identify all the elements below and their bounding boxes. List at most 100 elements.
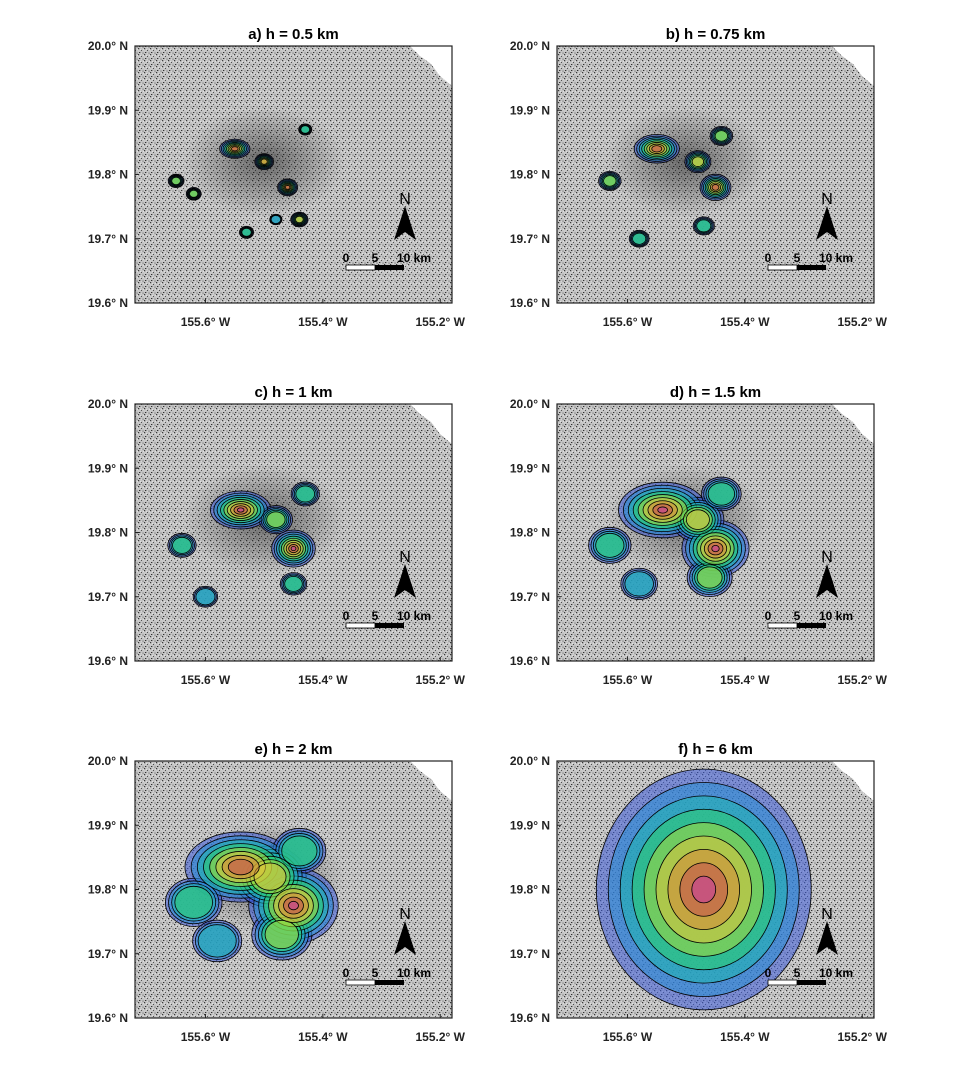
panel-title: a) h = 0.5 km bbox=[248, 26, 338, 43]
contour-level-3 bbox=[270, 215, 282, 224]
scale-label: 5 bbox=[372, 966, 379, 980]
contour-level-5 bbox=[266, 511, 286, 528]
x-tick-label: 155.4° W bbox=[298, 315, 348, 329]
contour-level-4 bbox=[295, 485, 316, 503]
contour-level-9 bbox=[288, 900, 299, 911]
scale-label: 5 bbox=[794, 609, 801, 623]
y-tick-label: 19.7° N bbox=[88, 590, 128, 604]
y-tick-label: 19.8° N bbox=[510, 883, 550, 897]
density-contours bbox=[167, 481, 320, 608]
y-tick-label: 20.0° N bbox=[88, 754, 128, 768]
ocean bbox=[832, 46, 874, 86]
y-tick-label: 19.8° N bbox=[88, 168, 128, 182]
panel-3: c) h = 1 km 155.6° W 155.4° W 155.2° W 19.6°… bbox=[88, 384, 466, 687]
scale-bar: 0 5 10 km bbox=[343, 609, 431, 629]
north-label: N bbox=[399, 549, 411, 566]
panel-title: f) h = 6 km bbox=[678, 741, 753, 758]
scale-bar: 0 5 10 km bbox=[343, 966, 431, 986]
x-tick-label: 155.4° W bbox=[298, 1030, 348, 1044]
y-tick-label: 20.0° N bbox=[88, 397, 128, 411]
scale-segment-black bbox=[375, 980, 404, 985]
x-tick-label: 155.6° W bbox=[603, 1030, 653, 1044]
contour-level-8 bbox=[227, 858, 254, 876]
north-label: N bbox=[399, 191, 411, 208]
y-tick-label: 20.0° N bbox=[510, 397, 550, 411]
y-tick-label: 19.6° N bbox=[88, 296, 128, 310]
ocean bbox=[410, 761, 452, 801]
x-tick-label: 155.6° W bbox=[603, 315, 653, 329]
x-tick-label: 155.6° W bbox=[181, 315, 231, 329]
north-arrow: N bbox=[816, 549, 838, 598]
y-tick-label: 19.9° N bbox=[88, 103, 128, 117]
ocean bbox=[410, 46, 452, 86]
contour-level-4 bbox=[632, 232, 647, 245]
contour-level-8 bbox=[651, 145, 663, 153]
contour-level-6 bbox=[295, 215, 304, 224]
panel-1: a) h = 0.5 km 155.6° W 155.4° W 155.2° W 19.… bbox=[88, 26, 466, 329]
map-area bbox=[135, 46, 452, 303]
x-tick-label: 155.4° W bbox=[720, 1030, 770, 1044]
scale-segment-black bbox=[375, 623, 404, 628]
contour-level-4 bbox=[595, 532, 625, 558]
x-tick-label: 155.2° W bbox=[838, 315, 888, 329]
y-tick-label: 19.6° N bbox=[510, 1011, 550, 1025]
scale-segment-black bbox=[797, 980, 826, 985]
contour-level-8 bbox=[231, 146, 239, 152]
density-contours bbox=[164, 828, 339, 963]
contour-level-9 bbox=[657, 506, 668, 514]
y-tick-label: 19.7° N bbox=[88, 947, 128, 961]
north-arrow-icon bbox=[394, 564, 416, 598]
panel-5: e) h = 2 km 155.6° W 155.4° W 155.2° W 19.6°… bbox=[88, 741, 466, 1044]
scale-segment-white bbox=[345, 622, 376, 629]
panel-title: c) h = 1 km bbox=[255, 384, 333, 401]
scale-label: 10 km bbox=[397, 966, 431, 980]
north-arrow-icon bbox=[816, 206, 838, 240]
contour-level-6 bbox=[691, 156, 705, 167]
contour-level-5 bbox=[714, 130, 729, 142]
panel-title: e) h = 2 km bbox=[255, 741, 333, 758]
scale-segment-black bbox=[797, 265, 826, 270]
panel-title: d) h = 1.5 km bbox=[670, 384, 761, 401]
contour-level-3 bbox=[197, 924, 237, 958]
contour-level-9 bbox=[236, 507, 245, 513]
contour-level-4 bbox=[172, 536, 192, 554]
y-tick-label: 19.8° N bbox=[88, 883, 128, 897]
map-area bbox=[557, 761, 874, 1018]
scale-segment-black bbox=[797, 623, 826, 628]
north-arrow-icon bbox=[816, 921, 838, 955]
y-tick-label: 19.6° N bbox=[88, 654, 128, 668]
y-tick-label: 19.7° N bbox=[88, 232, 128, 246]
scale-label: 0 bbox=[343, 966, 350, 980]
scale-label: 5 bbox=[794, 966, 801, 980]
x-tick-label: 155.2° W bbox=[838, 1030, 888, 1044]
scale-label: 0 bbox=[765, 251, 772, 265]
x-tick-label: 155.2° W bbox=[416, 1030, 466, 1044]
scale-segment-white bbox=[767, 264, 798, 271]
north-arrow: N bbox=[816, 191, 838, 240]
scale-label: 10 km bbox=[819, 966, 853, 980]
y-tick-label: 20.0° N bbox=[88, 39, 128, 53]
contour-level-8 bbox=[285, 185, 291, 190]
north-arrow-icon bbox=[816, 564, 838, 598]
contour-level-5 bbox=[603, 175, 617, 187]
contour-level-3 bbox=[195, 588, 216, 606]
y-tick-label: 19.9° N bbox=[510, 103, 550, 117]
y-tick-label: 19.6° N bbox=[88, 1011, 128, 1025]
y-tick-label: 19.7° N bbox=[510, 232, 550, 246]
x-tick-label: 155.6° W bbox=[181, 673, 231, 687]
north-label: N bbox=[821, 549, 833, 566]
y-tick-label: 19.9° N bbox=[88, 461, 128, 475]
scale-label: 0 bbox=[343, 251, 350, 265]
map-area bbox=[135, 761, 452, 1018]
contour-level-3 bbox=[624, 571, 654, 597]
density-contours bbox=[598, 125, 734, 248]
scale-label: 10 km bbox=[819, 609, 853, 623]
panel-4: d) h = 1.5 km 155.6° W 155.4° W 155.2° W 19.… bbox=[510, 384, 888, 687]
panel-title: b) h = 0.75 km bbox=[666, 26, 766, 43]
north-arrow: N bbox=[394, 906, 416, 955]
y-tick-label: 19.9° N bbox=[88, 818, 128, 832]
map-area bbox=[557, 404, 874, 661]
x-tick-label: 155.4° W bbox=[298, 673, 348, 687]
contour-level-9 bbox=[290, 546, 297, 552]
ocean bbox=[410, 404, 452, 444]
